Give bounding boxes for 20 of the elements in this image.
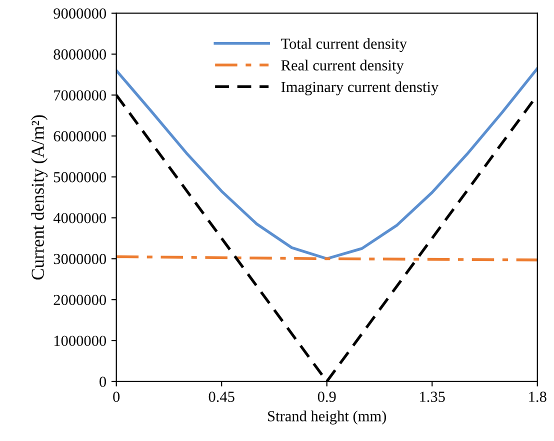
y-tick-label: 1000000 [54, 336, 106, 346]
legend-label: Total current density [281, 38, 407, 52]
x-tick-label: 0 [113, 392, 120, 402]
y-tick-label: 7000000 [54, 90, 106, 101]
x-tick-label: 0.45 [208, 392, 234, 402]
y-tick-label: 4000000 [53, 212, 106, 224]
y-tick-label: 8000000 [54, 49, 106, 60]
y-tick-label: 9000000 [54, 8, 106, 19]
y-tick-label: 6000000 [54, 131, 106, 142]
x-tick-label: 0.9 [318, 392, 336, 402]
y-tick-label: 3000000 [54, 254, 106, 264]
y-tick-label: 0 [100, 376, 106, 387]
y-tick-label: 5000000 [54, 172, 106, 182]
y-tick-label: 2000000 [54, 294, 106, 306]
x-tick-label: 1.35 [420, 392, 445, 402]
legend-label: Real current density [281, 60, 404, 74]
y-axis-title: Current density (A/m²) [31, 115, 48, 280]
legend-label: Imaginary current denstiy [281, 81, 439, 96]
x-tick-label: 1.8 [529, 392, 546, 402]
x-axis-title: Strand height (mm) [268, 410, 386, 424]
